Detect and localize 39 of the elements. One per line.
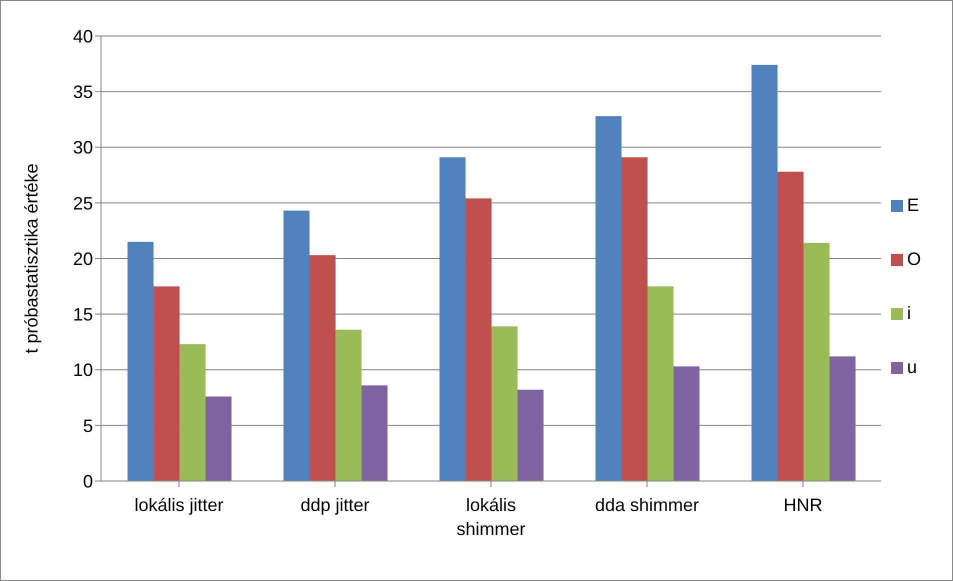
legend-label: u [906,357,917,377]
bar [310,255,336,481]
bar [466,198,492,481]
y-tick-label: 30 [72,138,93,158]
y-tick-label: 40 [72,26,93,46]
y-tick-label: 25 [72,193,93,214]
bar [336,330,362,481]
y-tick-label: 20 [72,248,93,269]
bar [518,390,544,481]
bar [830,356,856,481]
legend-label: O [906,249,921,269]
x-tick-label: HNR [783,495,822,515]
x-tick-label: lokális shimmer [456,495,526,539]
legend-label: i [906,303,911,323]
bar [622,157,648,481]
bar [648,286,674,481]
bar [206,396,232,481]
bar [362,385,388,481]
bar [440,157,466,481]
x-tick-label: ddp jitter [300,495,370,515]
y-tick-label: 0 [82,471,93,492]
bar [128,242,154,481]
bar [778,172,804,481]
x-tick-label: dda shimmer [594,495,700,515]
y-tick-label: 35 [72,82,93,102]
bar [674,366,700,481]
y-tick-label: 5 [82,416,93,436]
legend-label: E [906,195,919,215]
y-axis-title: t próbastatisztika értéke [21,163,42,354]
bar [752,64,778,481]
bar [492,326,518,481]
bar [154,286,180,481]
x-tick-label: lokális jitter [134,495,224,515]
y-tick-label: 10 [72,360,93,380]
bar [804,242,830,481]
bar [180,344,206,481]
y-tick-label: 15 [72,304,93,325]
bar [284,210,310,481]
bar [596,116,622,481]
